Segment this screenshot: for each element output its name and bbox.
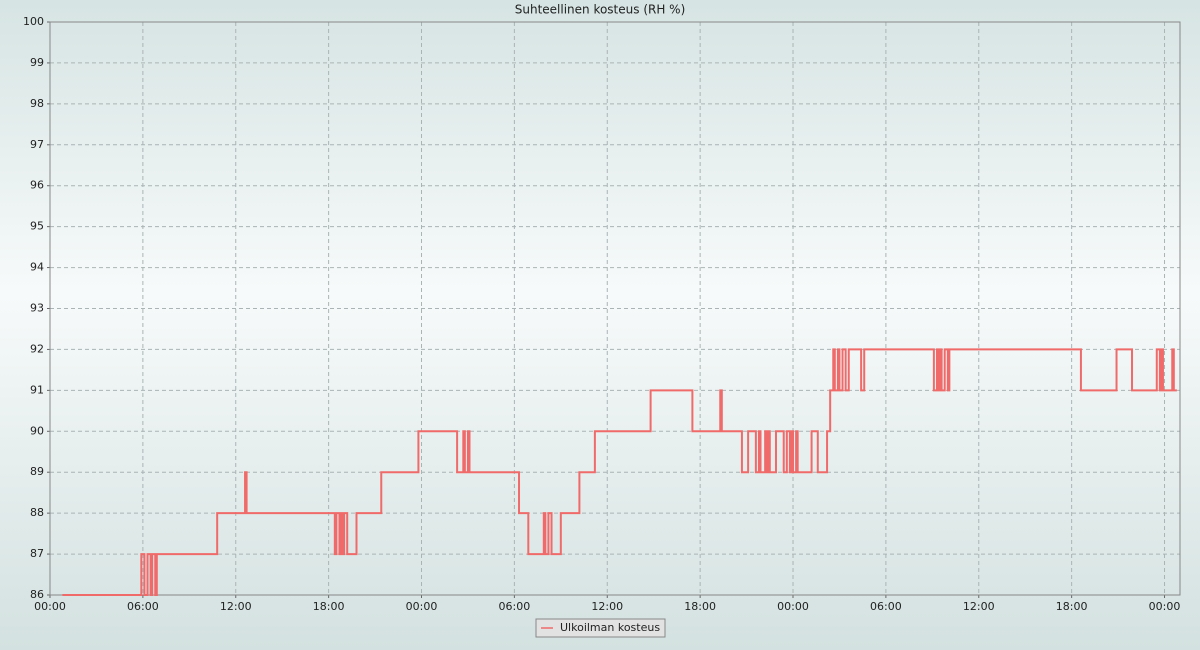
legend-box <box>535 618 666 638</box>
x-tick-label: 12:00 <box>963 600 995 613</box>
y-tick-label: 99 <box>30 56 44 69</box>
y-tick-label: 91 <box>30 383 44 396</box>
y-tick-label: 93 <box>30 302 44 315</box>
plot-frame <box>49 21 1181 596</box>
y-tick-label: 94 <box>30 261 44 274</box>
y-tick-label: 100 <box>23 15 44 28</box>
x-tick-label: 12:00 <box>591 600 623 613</box>
x-tick-label: 06:00 <box>127 600 159 613</box>
x-tick-label: 18:00 <box>313 600 345 613</box>
plot <box>62 348 1177 596</box>
legend-label: Ulkoilman kosteus <box>560 621 660 634</box>
x-tick-label: 18:00 <box>1056 600 1088 613</box>
y-tick-label: 95 <box>30 220 44 233</box>
y-tick-label: 98 <box>30 97 44 110</box>
y-tick-label: 92 <box>30 342 44 355</box>
x-tick-label: 06:00 <box>870 600 902 613</box>
y-tick-label: 97 <box>30 138 44 151</box>
y-tick-label: 90 <box>30 424 44 437</box>
legend: Ulkoilman kosteus <box>535 618 666 638</box>
chart-title: Suhteellinen kosteus (RH %) <box>515 3 686 17</box>
y-tick-label: 86 <box>30 588 44 601</box>
y-tick-label: 87 <box>30 547 44 560</box>
x-tick-label: 00:00 <box>34 600 66 613</box>
y-tick-label: 89 <box>30 465 44 478</box>
x-tick-label: 00:00 <box>406 600 438 613</box>
x-tick-label: 06:00 <box>499 600 531 613</box>
x-tick-label: 00:00 <box>777 600 809 613</box>
x-tick-label: 00:00 <box>1149 600 1181 613</box>
x-tick-label: 12:00 <box>220 600 252 613</box>
y-tick-label: 96 <box>30 179 44 192</box>
y-tick-label: 88 <box>30 506 44 519</box>
data-line <box>62 348 1177 596</box>
x-tick-label: 18:00 <box>684 600 716 613</box>
